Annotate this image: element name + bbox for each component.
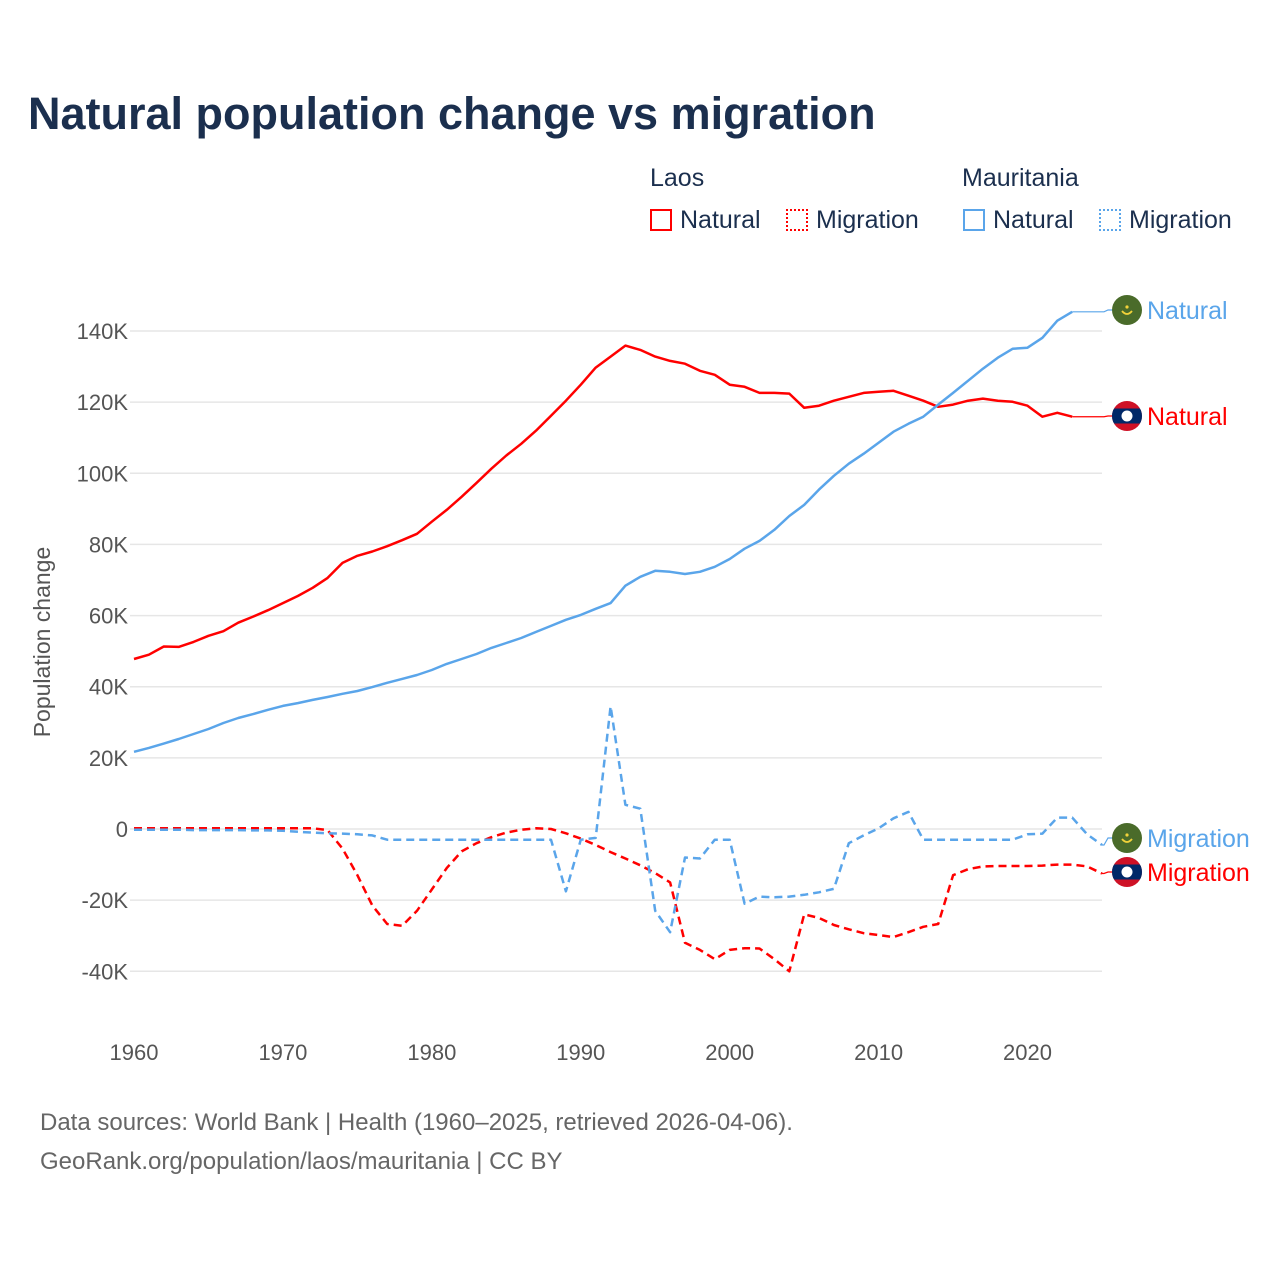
- legend-item-mauritania-migration[interactable]: Migration: [1099, 206, 1232, 234]
- end-label: Migration: [1147, 859, 1250, 887]
- series-line-mauritania-natural[interactable]: [133, 310, 1073, 754]
- legend-group-mauritania: Mauritania: [962, 164, 1079, 192]
- y-tick-label: 60K: [89, 604, 128, 629]
- laos-flag-icon: [1112, 857, 1142, 887]
- y-tick-label: -40K: [82, 959, 129, 984]
- end-label: Natural: [1147, 297, 1228, 325]
- label-connector: [1102, 871, 1114, 875]
- y-tick-label: 140K: [77, 319, 129, 344]
- legend-item-laos-migration[interactable]: Migration: [786, 206, 919, 234]
- legend-swatch-solid: [963, 209, 985, 231]
- series-line-laos-migration[interactable]: [134, 827, 1103, 973]
- y-tick-label: 40K: [89, 675, 128, 700]
- y-tick-label: 0: [116, 817, 128, 842]
- mauritania-flag-icon: [1112, 295, 1142, 325]
- legend-label: Natural: [680, 205, 761, 234]
- y-tick-label: -20K: [82, 888, 129, 913]
- footer-attribution: GeoRank.org/population/laos/mauritania |…: [40, 1148, 563, 1175]
- x-tick-label: 1960: [110, 1040, 159, 1065]
- legend-item-laos-natural[interactable]: Natural: [650, 206, 761, 234]
- legend-group-laos: Laos: [650, 164, 705, 192]
- laos-flag-icon: [1112, 401, 1142, 431]
- y-tick-label: 20K: [89, 746, 128, 771]
- legend-swatch-dotted: [1099, 209, 1121, 231]
- end-label: Natural: [1147, 403, 1228, 431]
- y-tick-label: 120K: [77, 390, 129, 415]
- legend-label: Migration: [816, 205, 919, 234]
- x-tick-label: 1980: [407, 1040, 456, 1065]
- legend-swatch-solid: [650, 209, 672, 231]
- y-tick-label: 80K: [89, 532, 128, 557]
- label-connector: [1072, 415, 1114, 418]
- x-tick-label: 2020: [1003, 1040, 1052, 1065]
- series-line-mauritania-migration[interactable]: [134, 705, 1103, 934]
- legend-label: Natural: [993, 205, 1074, 234]
- series-line-laos-natural[interactable]: [133, 344, 1073, 661]
- x-tick-label: 1970: [258, 1040, 307, 1065]
- label-connector: [1072, 309, 1114, 313]
- mauritania-flag-icon: [1112, 823, 1142, 853]
- legend-label: Migration: [1129, 205, 1232, 234]
- legend-swatch-dotted: [786, 209, 808, 231]
- footer-sources: Data sources: World Bank | Health (1960–…: [40, 1109, 793, 1136]
- label-connector: [1102, 837, 1114, 846]
- chart-title: Natural population change vs migration: [28, 88, 876, 139]
- x-tick-label: 2000: [705, 1040, 754, 1065]
- legend-item-mauritania-natural[interactable]: Natural: [963, 206, 1074, 234]
- x-tick-label: 2010: [854, 1040, 903, 1065]
- end-label: Migration: [1147, 825, 1250, 853]
- y-tick-label: 100K: [77, 461, 129, 486]
- x-tick-label: 1990: [556, 1040, 605, 1065]
- y-axis-label: Population change: [29, 547, 55, 738]
